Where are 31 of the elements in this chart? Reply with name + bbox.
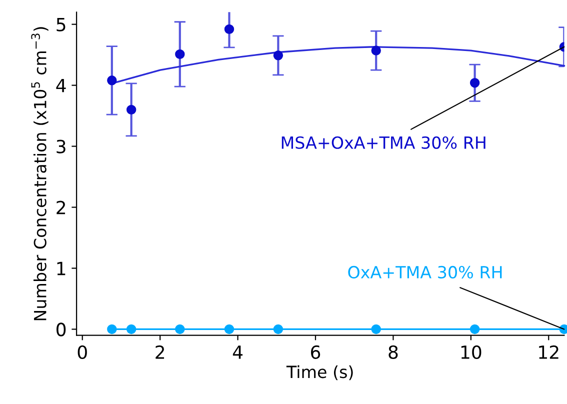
annotation: OxA+TMA 30% RH bbox=[348, 266, 502, 278]
point bbox=[371, 324, 381, 334]
point bbox=[175, 49, 185, 60]
x-tick-label: 12 bbox=[539, 345, 558, 359]
point bbox=[175, 324, 185, 334]
y-tick-label: 0 bbox=[56, 322, 66, 336]
point bbox=[107, 324, 117, 334]
y-tick-label: 1 bbox=[57, 262, 66, 276]
y-tick-label: 4 bbox=[56, 78, 66, 92]
point bbox=[273, 50, 284, 60]
x-tick-label: 2 bbox=[156, 345, 164, 359]
y-axis-title: Number Concentration (x10$^{5}$ cm$^{−3}$) bbox=[31, 27, 48, 320]
y-tick-label: 5 bbox=[56, 18, 66, 32]
point bbox=[273, 324, 284, 334]
x-tick-label: 4 bbox=[232, 346, 243, 359]
point bbox=[224, 24, 234, 34]
x-tick-label: 6 bbox=[311, 345, 320, 360]
y-tick-label: 2 bbox=[56, 200, 66, 214]
point bbox=[224, 324, 234, 334]
point bbox=[107, 76, 117, 86]
point bbox=[126, 104, 136, 115]
y-tick-label: 3 bbox=[56, 140, 66, 154]
x-axis-title: Time (s) bbox=[286, 365, 353, 380]
x-tick-label: 8 bbox=[388, 345, 398, 360]
x-tick-label: 10 bbox=[461, 345, 482, 360]
point bbox=[126, 324, 136, 334]
point bbox=[470, 324, 480, 334]
x-tick-label: 0 bbox=[78, 345, 87, 360]
point bbox=[470, 78, 480, 88]
annotation: MSA+OxA+TMA 30% RH bbox=[282, 136, 486, 149]
point bbox=[371, 46, 381, 56]
